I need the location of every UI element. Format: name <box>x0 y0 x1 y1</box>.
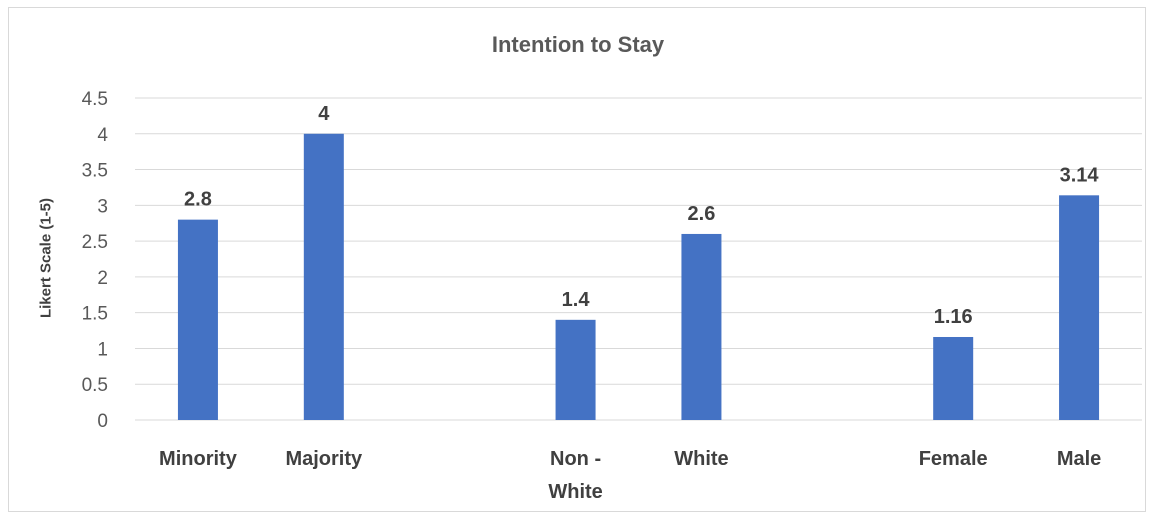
category-label: White <box>548 481 602 503</box>
y-tick-label: 1 <box>97 339 108 360</box>
y-tick-label: 1.5 <box>82 304 108 325</box>
y-tick-label: 3.5 <box>82 161 108 182</box>
bar <box>933 336 974 420</box>
bar <box>681 233 722 420</box>
y-tick-label: 3 <box>97 196 108 217</box>
y-tick-label: 2.5 <box>82 232 108 253</box>
data-label: 1.16 <box>934 306 973 328</box>
y-tick-label: 4 <box>97 125 108 146</box>
data-label: 1.4 <box>562 289 591 311</box>
data-label: 4 <box>318 103 330 125</box>
y-tick-label: 4.5 <box>82 89 108 110</box>
category-label: Male <box>1057 448 1101 470</box>
category-label: Non - <box>550 448 601 470</box>
bar <box>177 219 218 420</box>
data-label: 2.6 <box>688 203 716 225</box>
chart-title: Intention to Stay <box>491 32 665 57</box>
category-label: Minority <box>159 448 238 470</box>
category-label: Female <box>919 448 988 470</box>
data-label: 3.14 <box>1060 164 1100 186</box>
bar <box>555 319 596 420</box>
y-tick-label: 0.5 <box>82 375 108 396</box>
y-tick-label: 2 <box>97 268 108 289</box>
category-label: White <box>674 448 728 470</box>
bar <box>303 133 344 420</box>
y-tick-label: 0 <box>97 411 108 432</box>
data-label: 2.8 <box>184 189 212 211</box>
bar <box>1059 195 1100 420</box>
category-label: Majority <box>285 448 363 470</box>
